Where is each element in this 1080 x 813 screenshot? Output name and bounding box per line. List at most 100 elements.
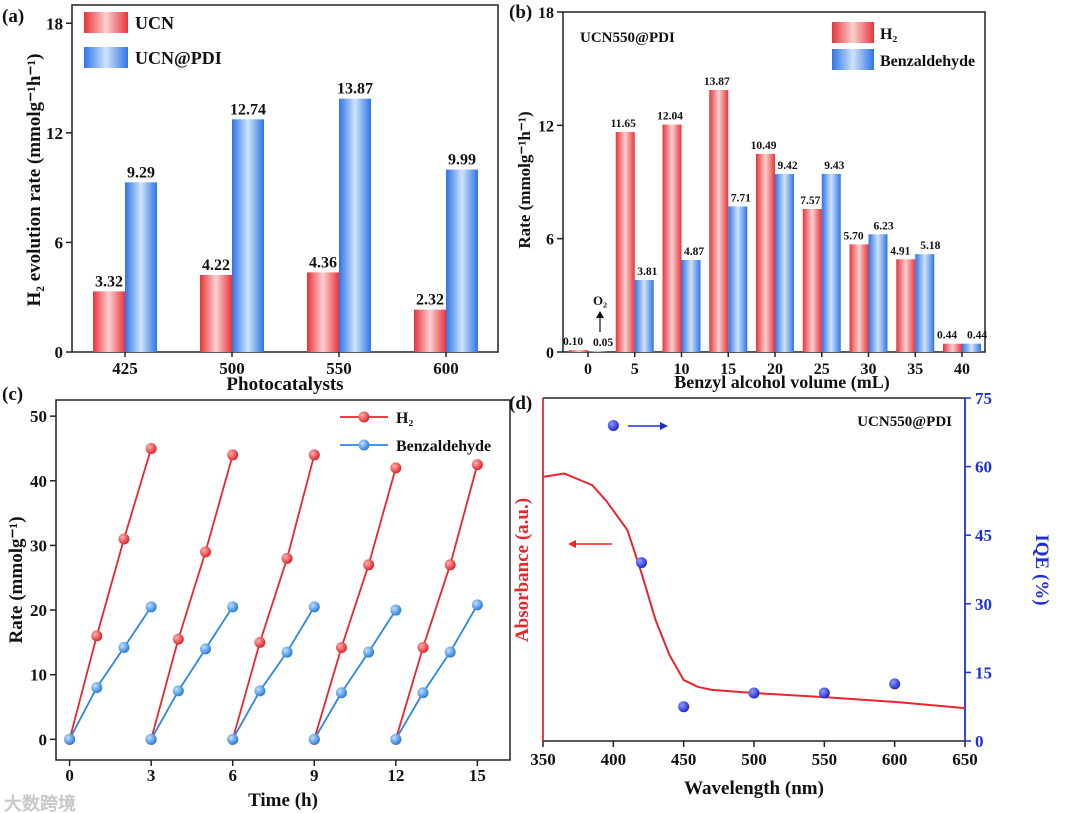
- point-benzaldehyde: [390, 733, 402, 745]
- point-benzaldehyde: [444, 646, 456, 658]
- point-benzaldehyde: [145, 601, 157, 613]
- sample-annotation: UCN550@PDI: [857, 414, 952, 430]
- point-benzaldehyde: [227, 733, 239, 745]
- x-tick-label: 40: [954, 361, 970, 378]
- x-tick-label: 650: [952, 750, 978, 769]
- point-h-: [254, 636, 266, 648]
- point-benzaldehyde: [172, 685, 184, 697]
- point-benzaldehyde: [471, 599, 483, 611]
- point-benzaldehyde: [91, 682, 103, 694]
- line-h-: [394, 464, 479, 740]
- data-label: 4.36: [309, 254, 337, 271]
- bar-benzaldehyde: [821, 173, 841, 352]
- arrow-head-icon: [596, 311, 604, 318]
- point-benzaldehyde: [417, 687, 429, 699]
- bar-benzaldehyde: [588, 351, 607, 352]
- legend-label: Benzaldehyde: [880, 53, 975, 70]
- x-axis-title: Wavelength (nm): [684, 778, 824, 799]
- data-label: 2.32: [416, 292, 444, 309]
- bar-ucn-pdi: [446, 169, 478, 352]
- iqe-point: [678, 701, 690, 713]
- point-h-: [335, 642, 347, 654]
- x-tick-label: 600: [882, 750, 908, 769]
- y2-tick-label: 60: [975, 458, 992, 477]
- bar-ucn-pdi: [125, 182, 157, 352]
- point-benzaldehyde: [390, 604, 402, 616]
- point-benzaldehyde: [335, 687, 347, 699]
- point-benzaldehyde: [145, 733, 157, 745]
- bar-h-: [943, 343, 962, 352]
- data-label: 10.49: [751, 140, 777, 152]
- bar-benzaldehyde: [868, 234, 888, 352]
- bar-ucn: [200, 274, 232, 352]
- point-h-: [471, 459, 483, 471]
- legend-marker: [358, 439, 370, 451]
- x-tick-label: 15: [469, 766, 486, 785]
- point-h-: [118, 533, 130, 545]
- bar-benzaldehyde: [915, 254, 935, 352]
- point-benzaldehyde: [281, 646, 293, 658]
- data-label: 9.43: [824, 160, 844, 172]
- y-tick-label: 18: [538, 5, 554, 22]
- panel-label: (d): [509, 393, 532, 414]
- x-tick-label: 500: [741, 750, 767, 769]
- data-label: 0.44: [967, 330, 987, 342]
- x-tick-label: 350: [530, 750, 556, 769]
- data-label: 6.23: [873, 220, 893, 232]
- data-label: 4.91: [890, 245, 910, 257]
- point-benzaldehyde: [227, 601, 239, 613]
- y-tick-label: 20: [30, 601, 47, 620]
- bar-h-: [756, 153, 775, 352]
- data-label: 5.18: [920, 240, 940, 252]
- legend-marker: [358, 411, 370, 423]
- line-benzaldehyde: [150, 606, 234, 740]
- bar-benzaldehyde: [728, 206, 748, 352]
- point-h-: [390, 462, 402, 474]
- y-tick-label: 0: [55, 343, 64, 362]
- point-benzaldehyde: [308, 733, 320, 745]
- legend-swatch: [832, 49, 874, 70]
- y-tick-label: 40: [30, 472, 47, 491]
- sample-annotation: UCN550@PDI: [580, 30, 675, 46]
- legend-swatch: [84, 47, 128, 68]
- panel-label: (c): [2, 384, 23, 405]
- legend-swatch: [832, 22, 874, 43]
- point-h-: [444, 559, 456, 571]
- point-h-: [91, 630, 103, 642]
- x-tick-label: 550: [326, 359, 352, 378]
- bar-benzaldehyde: [681, 260, 701, 352]
- y-tick-label: 0: [546, 345, 554, 362]
- plot-frame: [71, 4, 499, 353]
- y-axis-title: Rate (mmolg⁻¹h⁻¹): [515, 111, 534, 248]
- line-benzaldehyde: [231, 606, 316, 740]
- data-label: 5.70: [843, 230, 863, 242]
- x-axis-title: Time (h): [248, 790, 318, 811]
- left-arrow-head-icon: [568, 540, 576, 548]
- iqe-point: [607, 419, 619, 431]
- iqe-point: [818, 687, 830, 699]
- legend-label: H₂: [396, 410, 413, 427]
- y2-tick-label: 15: [975, 663, 992, 682]
- y-tick-label: 10: [30, 666, 47, 685]
- data-label: 7.71: [731, 192, 751, 204]
- data-label: 13.87: [337, 81, 373, 98]
- point-h-: [200, 546, 212, 558]
- x-tick-label: 30: [861, 361, 877, 378]
- legend-label: H₂: [880, 26, 897, 43]
- bar-h-: [896, 259, 916, 352]
- o2-annotation: O₂: [593, 293, 607, 308]
- data-label: 9.29: [127, 164, 155, 181]
- y-tick-label: 12: [46, 124, 63, 143]
- right-arrow-head-icon: [660, 422, 668, 430]
- x-tick-label: 20: [767, 361, 783, 378]
- data-label: 0.44: [937, 330, 957, 342]
- iqe-point: [748, 687, 760, 699]
- x-tick-label: 5: [631, 361, 639, 378]
- point-h-: [281, 552, 293, 564]
- data-label: 3.81: [637, 266, 657, 278]
- bar-h-: [615, 131, 635, 352]
- data-label: 11.65: [611, 118, 636, 130]
- y-axis-title: Absorbance (a.u.): [512, 498, 533, 642]
- data-label: 0.10: [563, 336, 583, 348]
- watermark: 大数跨境: [4, 793, 76, 813]
